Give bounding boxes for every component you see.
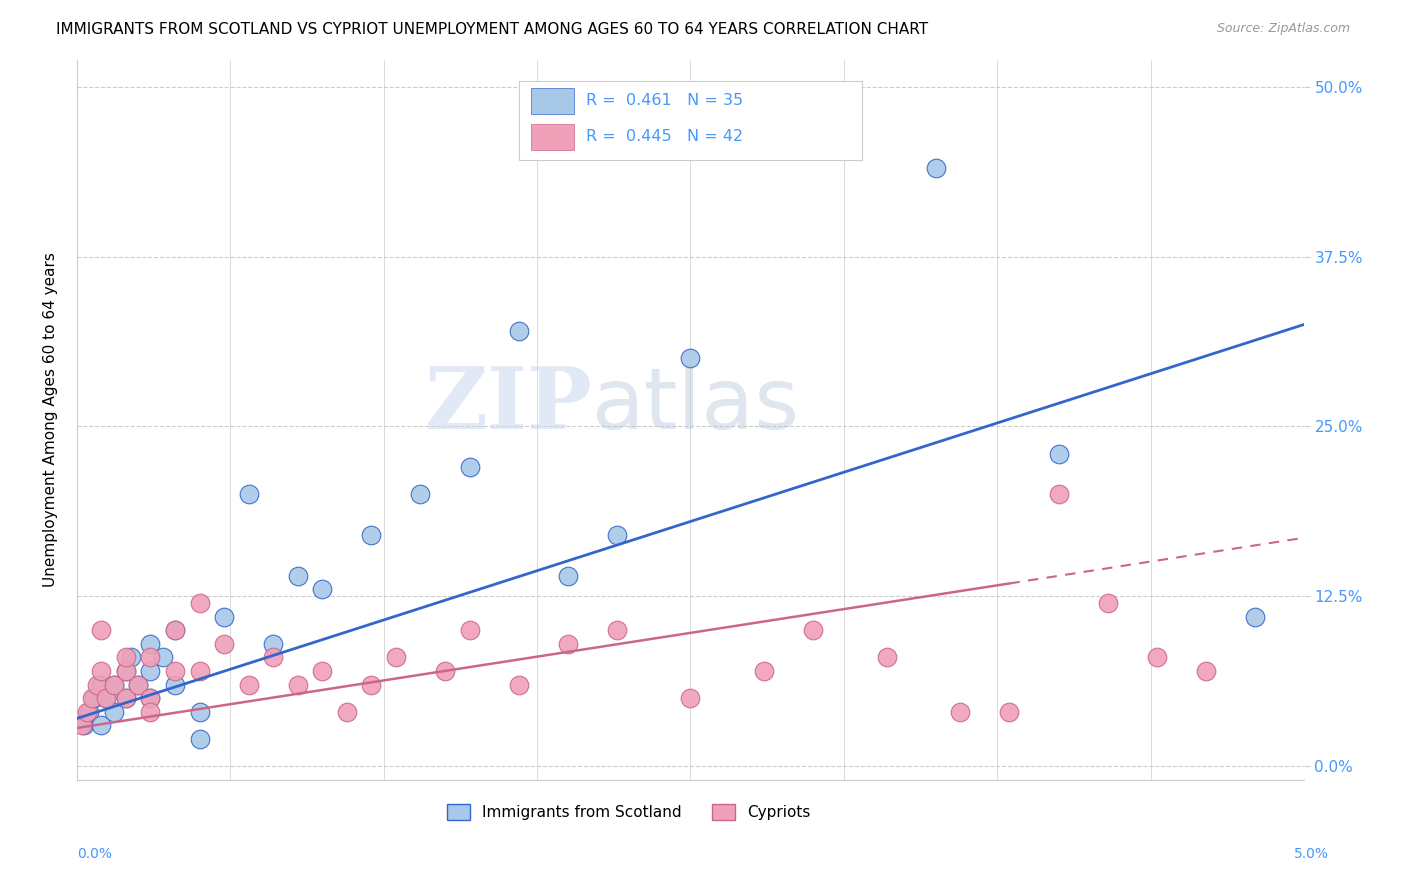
- Point: [103, 677, 125, 691]
- Point: [139, 705, 162, 719]
- Point: [127, 677, 149, 691]
- Point: [212, 637, 235, 651]
- Point: [188, 731, 211, 746]
- Point: [998, 705, 1021, 719]
- Point: [311, 582, 333, 597]
- Point: [1097, 596, 1119, 610]
- Point: [508, 677, 530, 691]
- Text: 0.0%: 0.0%: [77, 847, 112, 861]
- Point: [120, 650, 142, 665]
- Point: [103, 705, 125, 719]
- Bar: [531, 124, 574, 150]
- Point: [115, 650, 138, 665]
- Point: [606, 623, 628, 637]
- Point: [925, 161, 948, 176]
- Point: [90, 677, 112, 691]
- Point: [1047, 487, 1070, 501]
- Point: [115, 691, 138, 706]
- Point: [86, 677, 108, 691]
- Point: [139, 664, 162, 678]
- Point: [433, 664, 456, 678]
- Point: [1244, 609, 1267, 624]
- Point: [83, 691, 105, 706]
- Point: [212, 609, 235, 624]
- Point: [311, 664, 333, 678]
- Point: [139, 691, 162, 706]
- Point: [96, 691, 118, 706]
- Text: Source: ZipAtlas.com: Source: ZipAtlas.com: [1216, 22, 1350, 36]
- Point: [115, 664, 138, 678]
- Text: ZIP: ZIP: [425, 363, 592, 447]
- Point: [336, 705, 359, 719]
- Point: [801, 623, 824, 637]
- Point: [96, 691, 118, 706]
- Point: [1146, 650, 1168, 665]
- Point: [90, 718, 112, 732]
- Point: [76, 705, 98, 719]
- Point: [238, 487, 260, 501]
- Point: [90, 623, 112, 637]
- Point: [458, 623, 481, 637]
- Point: [139, 637, 162, 651]
- Point: [287, 677, 309, 691]
- Point: [139, 691, 162, 706]
- Bar: [531, 88, 574, 113]
- Text: 5.0%: 5.0%: [1294, 847, 1329, 861]
- Text: atlas: atlas: [592, 364, 800, 447]
- Point: [188, 664, 211, 678]
- Point: [103, 677, 125, 691]
- Point: [385, 650, 408, 665]
- Point: [115, 664, 138, 678]
- Point: [1195, 664, 1218, 678]
- Point: [557, 637, 579, 651]
- Point: [152, 650, 174, 665]
- Point: [508, 324, 530, 338]
- Point: [287, 569, 309, 583]
- Point: [1047, 446, 1070, 460]
- Point: [949, 705, 972, 719]
- Point: [360, 677, 382, 691]
- Point: [188, 596, 211, 610]
- Point: [752, 664, 775, 678]
- Point: [876, 650, 898, 665]
- Point: [163, 623, 186, 637]
- Point: [262, 650, 284, 665]
- Point: [163, 677, 186, 691]
- Point: [163, 623, 186, 637]
- Point: [188, 705, 211, 719]
- Point: [90, 664, 112, 678]
- Point: [127, 677, 149, 691]
- Point: [679, 351, 702, 366]
- Point: [557, 569, 579, 583]
- Text: R =  0.461   N = 35: R = 0.461 N = 35: [586, 93, 744, 108]
- Point: [238, 677, 260, 691]
- Text: R =  0.445   N = 42: R = 0.445 N = 42: [586, 129, 744, 145]
- Y-axis label: Unemployment Among Ages 60 to 64 years: Unemployment Among Ages 60 to 64 years: [44, 252, 58, 587]
- Point: [139, 650, 162, 665]
- Point: [606, 528, 628, 542]
- Point: [80, 691, 103, 706]
- Legend: Immigrants from Scotland, Cypriots: Immigrants from Scotland, Cypriots: [441, 797, 817, 826]
- Point: [73, 718, 96, 732]
- Bar: [519, 81, 862, 161]
- Point: [262, 637, 284, 651]
- Text: IMMIGRANTS FROM SCOTLAND VS CYPRIOT UNEMPLOYMENT AMONG AGES 60 TO 64 YEARS CORRE: IMMIGRANTS FROM SCOTLAND VS CYPRIOT UNEM…: [56, 22, 928, 37]
- Point: [77, 705, 100, 719]
- Point: [360, 528, 382, 542]
- Point: [458, 460, 481, 475]
- Point: [163, 664, 186, 678]
- Point: [115, 691, 138, 706]
- Point: [70, 718, 93, 732]
- Point: [409, 487, 432, 501]
- Point: [679, 691, 702, 706]
